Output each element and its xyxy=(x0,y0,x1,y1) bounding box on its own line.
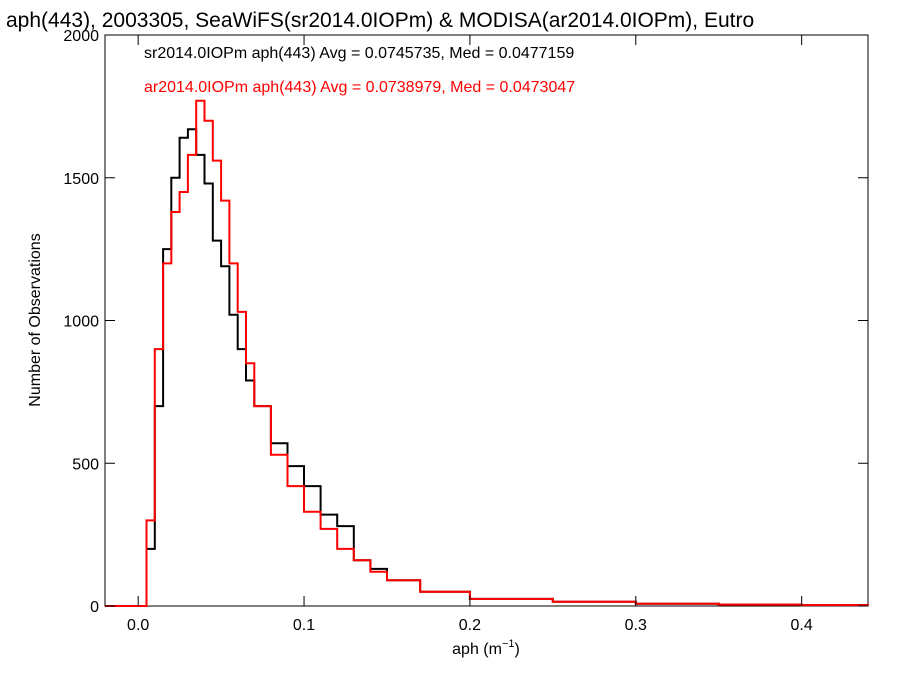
series-layer xyxy=(105,99,869,607)
series-line-1 xyxy=(105,99,869,607)
series-line-0 xyxy=(105,128,869,607)
y-tick-label-3: 1500 xyxy=(63,171,99,188)
x-tick-label-2: 0.2 xyxy=(459,617,481,634)
chart-title: aph(443), 2003305, SeaWiFS(sr2014.0IOPm)… xyxy=(6,9,754,32)
y-tick-label-1: 500 xyxy=(72,456,99,473)
y-tick-label-2: 1000 xyxy=(63,314,99,331)
x-tick-label-1: 0.1 xyxy=(293,617,315,634)
tick-layer: 0.0 0.1 0.2 0.3 0.4 0 500 1000 1500 2000 xyxy=(63,28,868,634)
x-axis-label-base: aph (m xyxy=(452,641,502,658)
y-axis-label: Number of Observations xyxy=(27,233,44,406)
x-axis-label: aph (m−1) xyxy=(452,638,520,658)
plot-frame xyxy=(104,34,869,607)
legend-entry-red: ar2014.0IOPm aph(443) Avg = 0.0738979, M… xyxy=(144,79,575,96)
x-axis-label-sup: −1 xyxy=(502,638,515,650)
x-axis-label-close: ) xyxy=(515,641,520,658)
x-tick-label-0: 0.0 xyxy=(127,617,149,634)
legend-entry-black: sr2014.0IOPm aph(443) Avg = 0.0745735, M… xyxy=(144,45,574,62)
x-tick-label-3: 0.3 xyxy=(625,617,647,634)
y-tick-label-0: 0 xyxy=(90,599,99,616)
x-tick-label-4: 0.4 xyxy=(791,617,813,634)
y-tick-label-4: 2000 xyxy=(63,28,99,45)
